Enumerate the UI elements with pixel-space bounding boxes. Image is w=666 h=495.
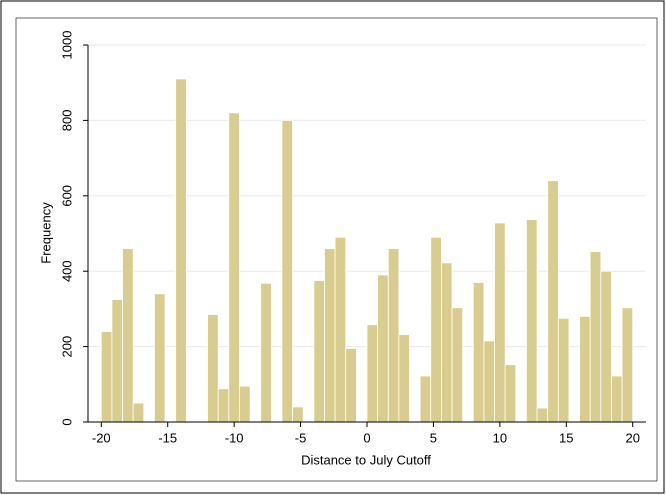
bar — [154, 293, 166, 423]
bar — [217, 388, 230, 423]
y-tick-label: 1000 — [59, 31, 74, 60]
y-tick-label: 800 — [59, 110, 74, 132]
x-tick-label: 15 — [559, 430, 573, 445]
bar — [387, 248, 400, 423]
x-tick-label: -15 — [158, 430, 177, 445]
bar — [377, 274, 389, 423]
bar — [111, 299, 123, 423]
bar — [526, 219, 538, 423]
bar — [281, 120, 294, 423]
bar — [600, 270, 612, 423]
bar — [228, 112, 240, 423]
bar — [345, 348, 357, 423]
bar — [260, 282, 272, 423]
bar — [430, 236, 442, 423]
bar — [419, 375, 432, 423]
bar — [483, 340, 495, 423]
y-tick-label: 200 — [59, 336, 74, 358]
bar — [536, 407, 549, 423]
x-axis-label: Distance to July Cutoff — [301, 452, 431, 467]
y-tick-label: 400 — [59, 260, 74, 282]
bar — [366, 324, 379, 423]
bar — [611, 375, 623, 423]
bar — [472, 282, 485, 423]
bar — [621, 307, 634, 423]
x-tick-label: -10 — [225, 430, 244, 445]
bar — [239, 385, 251, 423]
x-tick-label: 10 — [493, 430, 507, 445]
bar — [547, 180, 559, 423]
bar — [589, 251, 602, 423]
bar — [292, 406, 304, 423]
x-tick-label: 5 — [430, 430, 437, 445]
bar — [132, 402, 145, 423]
bar — [324, 248, 336, 423]
x-tick-label: 20 — [625, 430, 639, 445]
bar — [334, 236, 347, 423]
bar — [451, 307, 464, 423]
x-tick-label: -20 — [92, 430, 111, 445]
bar — [504, 364, 517, 423]
bar — [494, 222, 506, 423]
y-axis-label: Frequency — [38, 202, 53, 264]
x-tick-label: -5 — [295, 430, 307, 445]
y-tick-label: 600 — [59, 185, 74, 207]
bar — [175, 78, 187, 423]
bar — [207, 314, 219, 423]
bar — [100, 331, 113, 423]
x-tick-label: 0 — [363, 430, 370, 445]
bar — [440, 262, 453, 423]
bar — [398, 334, 410, 423]
y-tick-label: 0 — [59, 418, 74, 425]
bar — [557, 317, 570, 423]
bar — [313, 280, 325, 423]
bar — [579, 316, 591, 423]
bar — [122, 248, 134, 423]
